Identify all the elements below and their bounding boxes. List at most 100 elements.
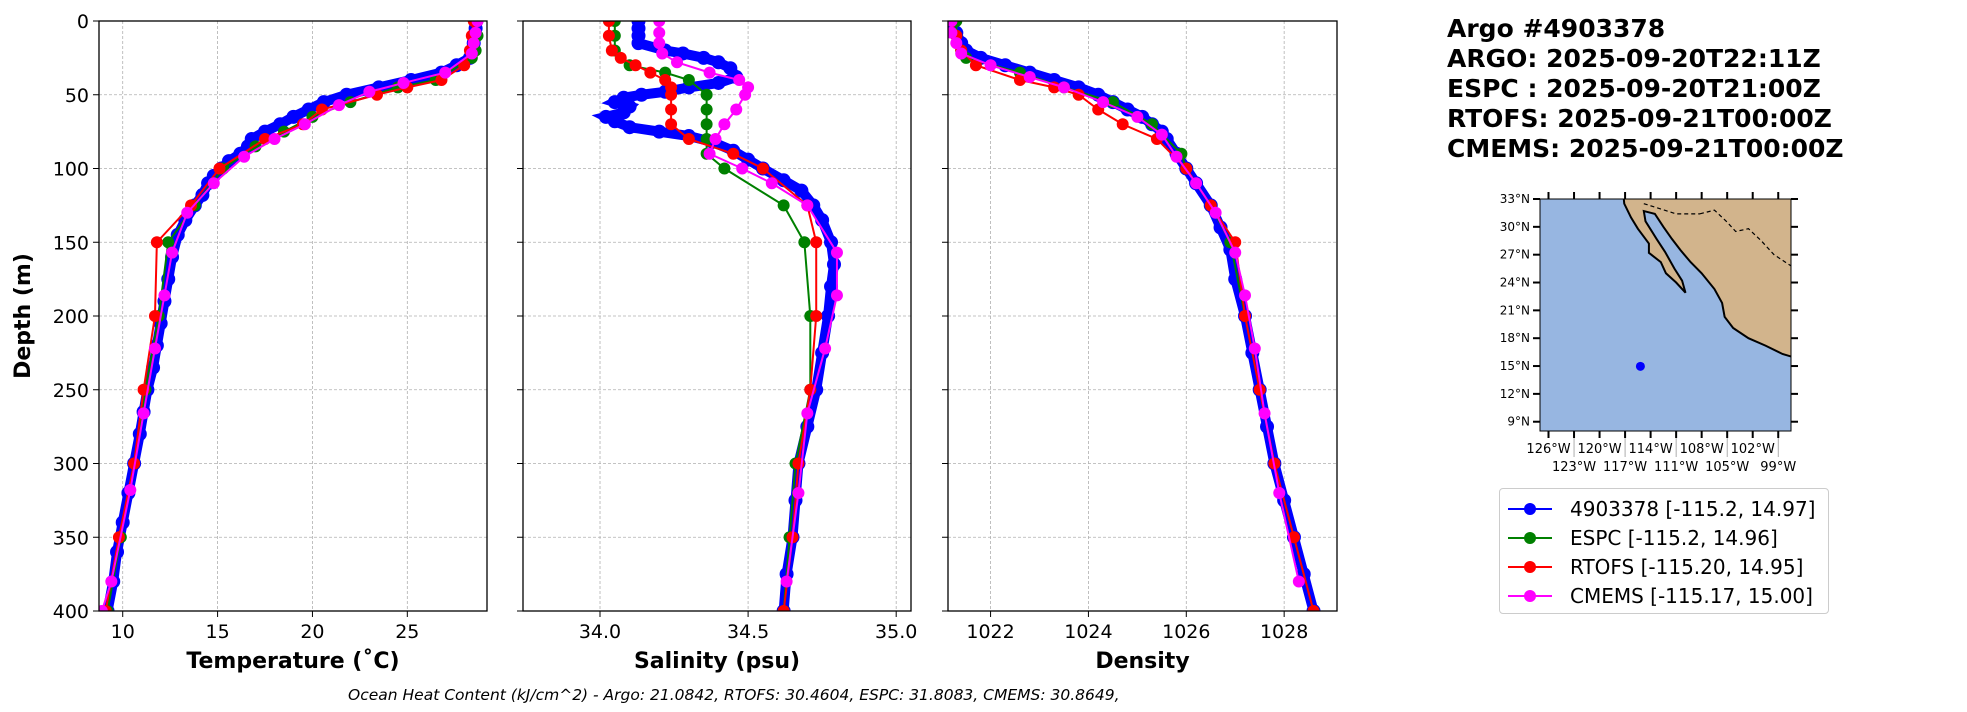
y-axis-label: Depth (m) — [11, 253, 36, 379]
border-line — [1699, 209, 1792, 267]
data-point-espc — [700, 88, 713, 101]
legend: 4903378 [-115.2, 14.97] ESPC [-115.2, 14… — [1499, 488, 1829, 614]
data-point-cmems — [124, 484, 137, 497]
data-point-rtofs — [665, 88, 678, 101]
map-lat-label: 21°N — [1500, 303, 1530, 317]
data-point-cmems — [948, 26, 958, 39]
y-tick-label: 150 — [53, 232, 89, 254]
ocean-heat-content-note: Ocean Heat Content (kJ/cm^2) - Argo: 21.… — [348, 686, 1120, 704]
data-point-cmems — [1131, 110, 1144, 123]
data-point-espc — [1146, 118, 1159, 131]
data-point-rtofs — [969, 59, 982, 72]
data-point-cmems — [739, 88, 752, 101]
data-point-cmems — [948, 21, 958, 27]
data-point-cmems — [736, 162, 749, 175]
data-point-cmems — [709, 133, 722, 145]
map-lon-label: 120°W — [1577, 442, 1621, 457]
y-tick-label: 350 — [53, 527, 89, 549]
map-lat-label: 33°N — [1500, 192, 1530, 206]
data-point-rtofs — [810, 310, 823, 322]
map-lat-label: 15°N — [1500, 359, 1530, 373]
x-tick-label: 34.0 — [579, 621, 621, 643]
data-point-4903378 — [286, 109, 301, 124]
data-point-rtofs — [602, 29, 615, 42]
x-tick-label: 35.0 — [875, 621, 917, 643]
legend-marker — [1508, 502, 1552, 516]
y-tick-label: 300 — [53, 454, 89, 476]
data-point-cmems — [1023, 71, 1036, 84]
x-tick-label: 10 — [111, 621, 135, 643]
x-tick-label: 34.5 — [727, 621, 769, 643]
x-tick-label: 1022 — [966, 621, 1014, 643]
data-point-4903378 — [622, 120, 637, 135]
x-tick-label: 1026 — [1162, 621, 1210, 643]
data-point-espc — [718, 162, 731, 175]
float-location-marker — [1635, 361, 1645, 371]
data-point-cmems — [207, 177, 220, 190]
x-tick-label: 1028 — [1260, 621, 1308, 643]
map-lat-label: 27°N — [1500, 248, 1530, 262]
data-point-cmems — [158, 289, 171, 302]
data-point-rtofs — [1287, 531, 1300, 544]
data-point-cmems — [955, 47, 968, 60]
data-point-4903378 — [711, 75, 726, 90]
legend-label: CMEMS [-115.17, 15.00] — [1570, 583, 1813, 608]
data-point-cmems — [819, 342, 832, 355]
title-line-argo: ARGO: 2025-09-20T22:11Z — [1447, 44, 1821, 73]
data-point-cmems — [137, 407, 150, 420]
data-point-cmems — [653, 21, 666, 27]
data-point-cmems — [467, 37, 480, 50]
data-point-cmems — [298, 118, 311, 131]
legend-entry-cmems: CMEMS [-115.17, 15.00] — [1508, 581, 1820, 610]
data-point-rtofs — [629, 59, 642, 72]
y-tick-label: 0 — [77, 11, 89, 33]
data-point-cmems — [730, 103, 743, 116]
data-point-espc — [682, 74, 695, 86]
map-lon-label: 102°W — [1731, 442, 1775, 457]
map-lat-label: 30°N — [1500, 220, 1530, 234]
data-point-cmems — [950, 37, 963, 50]
data-point-4903378 — [616, 105, 631, 120]
map-lon-label: 126°W — [1526, 442, 1570, 457]
map-lon-label: 99°W — [1760, 460, 1796, 475]
title-line-float: Argo #4903378 — [1447, 14, 1666, 43]
legend-entry-espc: ESPC [-115.2, 14.96] — [1508, 523, 1820, 552]
data-point-4903378 — [794, 183, 809, 198]
data-point-rtofs — [605, 44, 618, 57]
data-point-cmems — [801, 407, 814, 420]
data-point-rtofs — [614, 51, 627, 64]
data-point-cmems — [1209, 206, 1222, 219]
series-group — [948, 21, 1321, 611]
map-lat-label: 9°N — [1507, 415, 1530, 429]
map-lon-label: 108°W — [1680, 442, 1724, 457]
data-point-cmems — [703, 147, 716, 160]
panel-temperature: 10 15 20 25050100150200250300350400Temperat… — [11, 11, 488, 674]
data-point-rtofs — [1253, 383, 1266, 396]
data-point-cmems — [397, 76, 410, 89]
data-point-cmems — [1057, 81, 1070, 94]
data-point-cmems — [148, 342, 161, 355]
data-point-cmems — [718, 118, 731, 131]
data-point-espc — [700, 103, 713, 116]
data-point-cmems — [792, 487, 805, 499]
series-group — [591, 21, 843, 611]
panel-density: 1022 1024 1026 1028 Density — [942, 20, 1338, 674]
legend-label: ESPC [-115.2, 14.96] — [1570, 525, 1778, 550]
x-axis-label: Salinity (psu) — [634, 649, 800, 674]
data-point-rtofs — [148, 310, 161, 322]
x-tick-label: 15 — [205, 621, 229, 643]
data-point-rtofs — [1116, 118, 1129, 131]
data-point-rtofs — [150, 236, 163, 249]
map-lat-label: 24°N — [1500, 276, 1530, 290]
data-point-cmems — [1239, 289, 1252, 302]
data-point-cmems — [1155, 128, 1168, 141]
data-point-4903378 — [634, 87, 649, 102]
title-line-cmems: CMEMS: 2025-09-21T00:00Z — [1447, 134, 1844, 163]
data-point-cmems — [801, 199, 814, 212]
data-point-cmems — [1097, 96, 1110, 109]
legend-entry-argo: 4903378 [-115.2, 14.97] — [1508, 494, 1820, 523]
data-point-rtofs — [777, 605, 790, 611]
data-point-rtofs — [682, 133, 695, 145]
axes-frame — [522, 20, 912, 612]
map-lon-label: 123°W — [1552, 460, 1596, 475]
